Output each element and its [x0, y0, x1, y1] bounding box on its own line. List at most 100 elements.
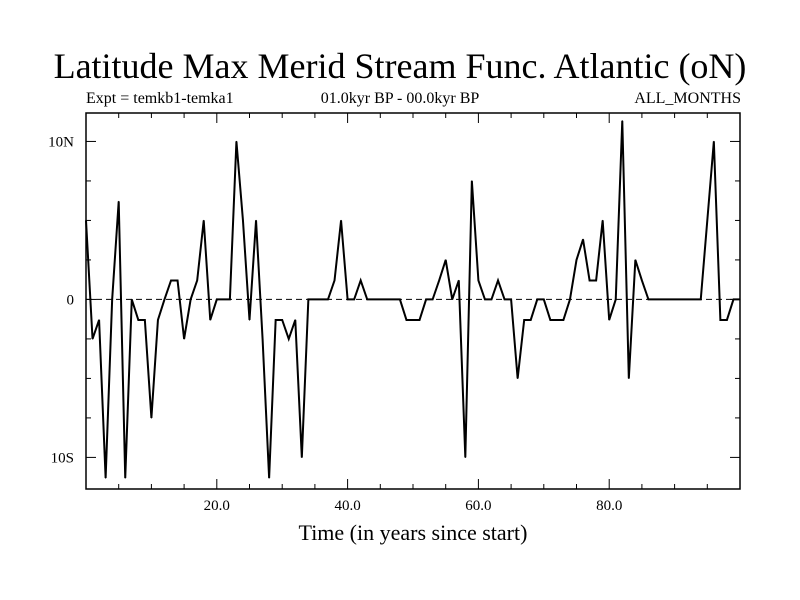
data-point: [105, 477, 107, 479]
data-point: [464, 456, 466, 459]
data-point: [641, 279, 643, 282]
data-point: [294, 319, 296, 321]
data-point: [634, 259, 636, 261]
data-point: [327, 298, 329, 301]
x-tick-label: 20.0: [204, 498, 230, 514]
data-point: [242, 219, 244, 222]
axis-tick-labels: 20.0 40.0 60.0 80.0 10S 0 10N: [48, 134, 622, 514]
data-point: [674, 298, 676, 301]
data-point: [255, 219, 257, 222]
data-point: [235, 140, 238, 143]
y-tick-label: 10S: [51, 450, 74, 466]
data-point: [124, 477, 126, 479]
data-point: [732, 298, 735, 301]
data-point: [588, 279, 591, 282]
x-axis-label: Time (in years since start): [298, 520, 528, 545]
plot-frame: [85, 112, 741, 490]
data-point: [190, 298, 192, 301]
data-point: [392, 298, 394, 301]
data-point: [602, 219, 604, 222]
data-point: [216, 298, 218, 301]
data-point: [706, 219, 708, 222]
data-point: [340, 219, 342, 222]
data-point: [490, 298, 493, 301]
data-point: [700, 298, 702, 301]
data-point: [131, 298, 133, 301]
data-point: [196, 279, 198, 282]
data-point: [497, 279, 499, 282]
data-point: [347, 298, 349, 301]
data-point: [595, 279, 597, 282]
data-point: [654, 298, 656, 301]
data-point: [412, 319, 414, 321]
data-point: [425, 298, 427, 301]
data-point: [360, 279, 362, 282]
data-point: [301, 456, 303, 459]
data-point: [248, 319, 251, 321]
data-point: [510, 298, 512, 301]
data-point: [621, 120, 623, 122]
data-point: [726, 319, 728, 321]
data-point: [379, 298, 381, 301]
data-point: [203, 219, 205, 222]
data-points: [85, 120, 741, 479]
data-point: [451, 298, 453, 301]
experiment-label: Expt = temkb1-temka1: [86, 90, 234, 107]
data-point: [693, 298, 695, 301]
data-point: [517, 377, 519, 380]
data-point: [569, 298, 571, 301]
data-point: [445, 259, 447, 261]
months-label: ALL_MONTHS: [634, 90, 741, 107]
data-point: [405, 319, 408, 321]
data-point: [667, 298, 669, 301]
data-point: [615, 298, 617, 301]
data-point: [386, 298, 388, 301]
data-point: [562, 319, 565, 321]
data-point: [333, 279, 336, 282]
data-point: [660, 298, 663, 301]
data-point: [275, 319, 277, 321]
data-point: [432, 298, 434, 301]
x-tick-label: 40.0: [334, 498, 360, 514]
data-point: [163, 298, 166, 301]
data-point: [353, 298, 355, 301]
data-point: [307, 298, 309, 301]
data-point: [373, 298, 375, 301]
data-point: [222, 298, 224, 301]
data-point: [170, 279, 172, 282]
time-range-label: 01.0kyr BP - 00.0kyr BP: [320, 90, 480, 107]
data-point: [111, 298, 113, 301]
axis-ticks: [86, 113, 740, 489]
x-tick-label: 80.0: [596, 498, 622, 514]
data-point: [209, 319, 211, 321]
data-point: [150, 417, 152, 419]
data-point: [575, 259, 578, 261]
chart-title: Latitude Max Merid Stream Func. Atlantic…: [53, 46, 747, 86]
data-point: [477, 279, 479, 282]
x-tick-label: 60.0: [465, 498, 491, 514]
data-point: [268, 477, 270, 479]
data-point: [549, 319, 551, 321]
data-point: [484, 298, 486, 301]
y-tick-label: 0: [67, 292, 75, 308]
data-point: [118, 200, 120, 203]
data-point: [471, 180, 473, 182]
data-point: [687, 298, 689, 301]
data-point: [713, 140, 715, 143]
data-point: [582, 238, 584, 240]
data-point: [503, 298, 506, 301]
data-point: [458, 279, 460, 282]
data-point: [399, 298, 401, 301]
data-point: [536, 298, 538, 301]
data-point: [543, 298, 545, 301]
data-point: [418, 319, 421, 321]
y-tick-label: 10N: [48, 134, 74, 150]
data-point: [176, 279, 179, 282]
data-point: [719, 319, 721, 321]
data-point: [157, 319, 159, 321]
data-point: [438, 279, 440, 282]
data-point: [530, 319, 532, 321]
data-point: [98, 319, 100, 321]
data-point: [229, 298, 231, 301]
